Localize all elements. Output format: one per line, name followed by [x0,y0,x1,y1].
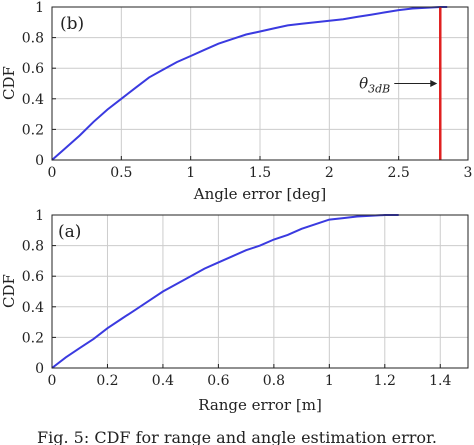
y-tick-label: 1 [35,208,44,224]
x-tick-label: 3 [464,165,473,181]
panel-label: (b) [60,14,84,34]
x-tick-label: 0.6 [207,373,229,389]
panel-label: (a) [58,222,81,242]
x-tick-label: 2.5 [388,165,410,181]
x-tick-label: 1.4 [429,373,451,389]
y-tick-label: 0.4 [22,300,44,316]
y-tick-label: 0.8 [22,31,44,47]
y-tick-label: 0.2 [22,330,44,346]
y-tick-label: 0.6 [22,269,44,285]
x-tick-label: 1 [186,165,195,181]
threshold-layer: θ3dB [359,7,442,160]
x-axis-label: Range error [m] [198,396,322,414]
plot-frame [51,214,469,369]
y-tick-label: 0 [35,153,44,169]
panel-label-box [56,11,90,35]
cdf-curve-layer [51,214,399,369]
y-tick-label: 0.4 [22,92,44,108]
threshold-arrowhead [430,80,438,87]
x-tick-label: 0.8 [263,373,285,389]
y-tick-label: 0 [35,361,44,377]
x-tick-label: 0.4 [152,373,174,389]
panel-label-box [56,219,90,243]
plot-area [52,215,468,368]
x-tick-label: 2 [325,165,334,181]
y-tick-label: 1 [35,0,44,16]
cdf-curve [51,214,399,369]
angle-error-chart: θ3dB 0 0.5 1 1.5 2 2.5 3 0 0.2 0.4 0.6 0.8 1 (b) Ang… [0,0,472,203]
tick-labels: 0 0.2 0.4 0.6 0.8 1 1.2 1.4 0 0.2 0.4 0.6 0.8 1 [22,208,452,389]
x-tick-label: 0 [48,373,57,389]
x-tick-label: 0.2 [96,373,118,389]
x-tick-label: 0.5 [110,165,132,181]
cdf-curve-layer [51,6,448,161]
x-axis-label: Angle error [deg] [193,185,327,203]
y-tick-label: 0.6 [22,61,44,77]
x-tick-label: 1.2 [374,373,396,389]
tick-labels: 0 0.5 1 1.5 2 2.5 3 0 0.2 0.4 0.6 0.8 1 [22,0,473,181]
x-tick-label: 0 [48,165,57,181]
x-tick-label: 1 [325,373,334,389]
threshold-label: θ3dB [359,75,390,96]
cdf-curve [51,6,448,161]
y-axis-label: CDF [0,274,18,308]
y-tick-label: 0.8 [22,239,44,255]
y-tick-label: 0.2 [22,122,44,138]
range-error-chart: 0 0.2 0.4 0.6 0.8 1 1.2 1.4 0 0.2 0.4 0.6 0.8 1 (a) R… [0,208,469,414]
figure-caption: Fig. 5: CDF for range and angle estimati… [37,428,437,445]
y-axis-label: CDF [0,66,18,100]
x-tick-label: 1.5 [249,165,271,181]
